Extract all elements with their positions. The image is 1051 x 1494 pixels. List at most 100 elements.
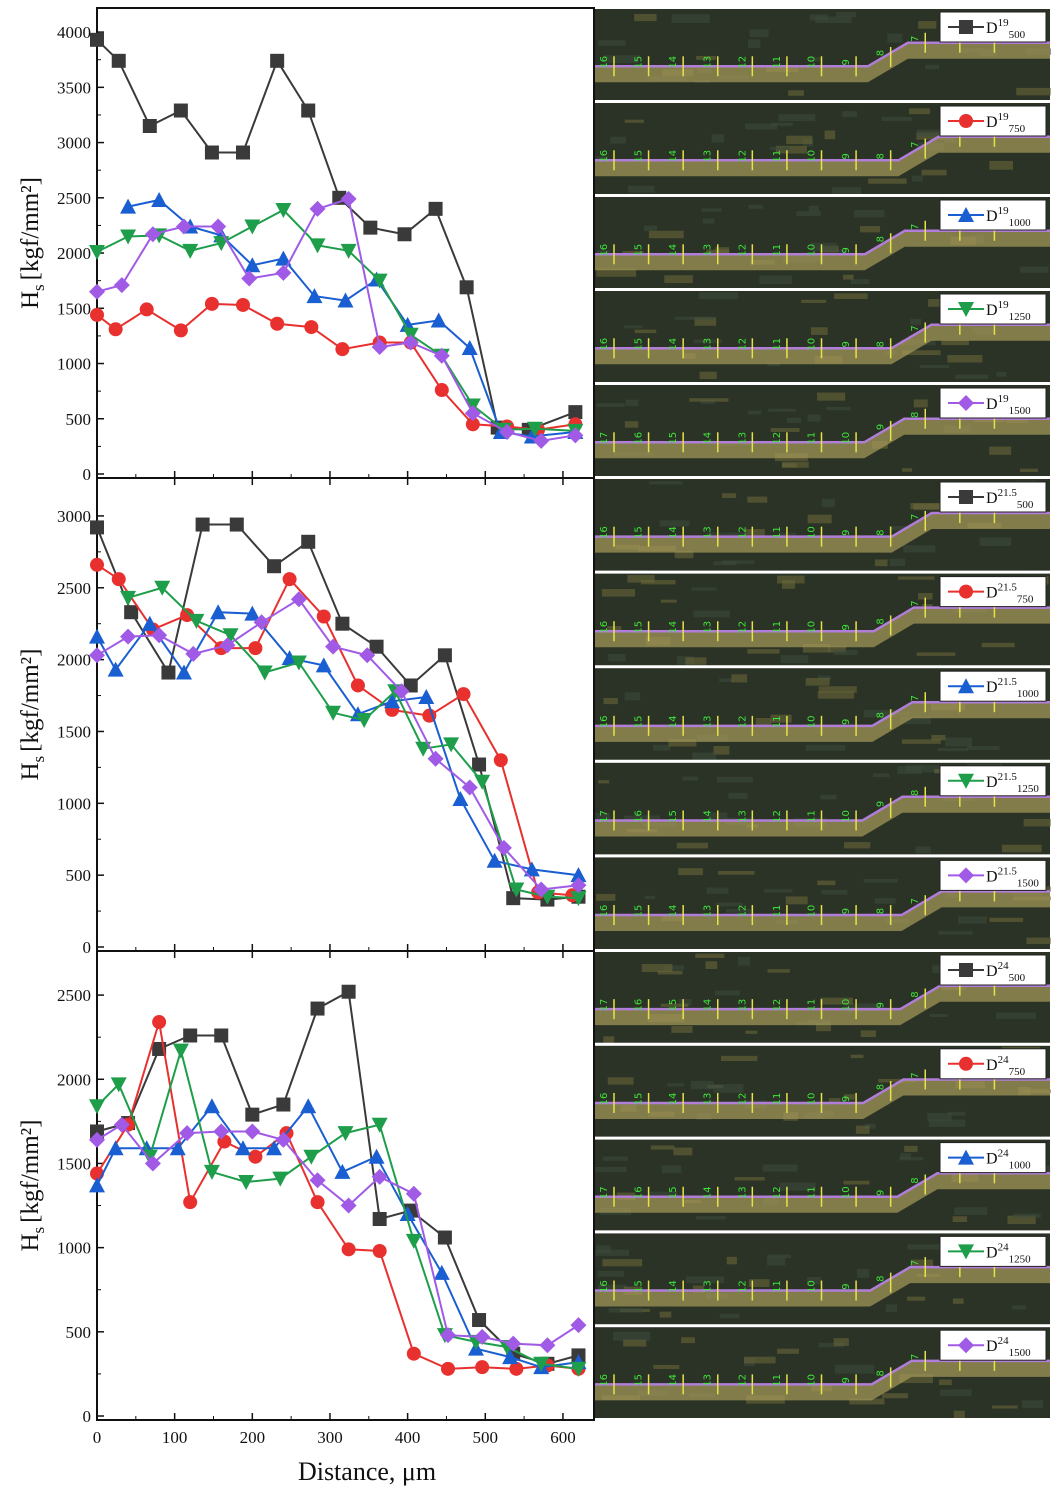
plot-frame (96, 7, 595, 479)
micrograph-texture (659, 520, 690, 527)
micrograph-texture (759, 275, 792, 285)
data-point (369, 639, 384, 654)
micrograph-texture (745, 123, 778, 130)
micrograph-texture (744, 529, 765, 538)
micrograph-texture (832, 187, 862, 196)
micrograph-texture (966, 746, 1000, 750)
data-point (337, 292, 354, 308)
y-tick-label: 1000 (57, 794, 91, 813)
data-point (430, 312, 447, 328)
micrograph-texture (809, 14, 829, 21)
micrograph-texture (954, 1207, 988, 1215)
micrograph-tick-label: 14 (668, 150, 679, 163)
micrograph-texture (907, 1244, 945, 1250)
data-point (502, 1349, 519, 1365)
micrograph-texture (782, 580, 796, 589)
legend-label: D241250 (986, 1241, 1031, 1265)
micrograph-11: 17161514131211109876D24500 (595, 952, 1050, 1045)
data-point (533, 432, 550, 449)
micrograph-tick-label: 12 (737, 244, 748, 257)
micrograph-texture (721, 532, 748, 539)
micrograph-texture (843, 1180, 870, 1185)
legend-label-sub: 1000 (1017, 688, 1040, 700)
micrograph-9: 17161514131211109876D21.51250 (595, 762, 1051, 857)
micrograph-tick-label: 10 (807, 905, 818, 918)
data-point (368, 1148, 385, 1164)
micrograph-texture (922, 604, 933, 609)
y-axis-label-sub: s (29, 756, 48, 763)
data-point (244, 1123, 261, 1140)
data-point (203, 1098, 220, 1114)
micrograph-texture (627, 575, 655, 583)
data-point (472, 1313, 487, 1328)
data-point (183, 1028, 198, 1043)
micrograph-tick-label: 13 (703, 1093, 714, 1106)
micrograph-texture (897, 576, 935, 580)
micrograph-texture (777, 1348, 799, 1354)
micrograph-texture (786, 135, 813, 145)
micrograph-texture (607, 1077, 634, 1085)
y-tick-label: 1000 (57, 355, 91, 374)
data-point (213, 1123, 230, 1140)
micrograph-tick-label: 12 (737, 905, 748, 918)
micrograph-tick-label: 8 (876, 1084, 887, 1090)
micrograph-texture (640, 579, 676, 585)
x-tick-label: 200 (240, 1428, 266, 1447)
micrograph-texture (996, 371, 1007, 377)
micrograph-tick-label: 10 (807, 715, 818, 728)
data-point (275, 250, 292, 266)
legend-label: D19500 (986, 17, 1026, 41)
micrograph-tick-label: 10 (807, 244, 818, 257)
legend-label: D241000 (986, 1148, 1031, 1172)
micrograph-tick-label: 7 (910, 514, 921, 520)
data-point (111, 53, 126, 68)
data-point (214, 1028, 229, 1043)
micrograph-texture (897, 766, 922, 774)
data-point (415, 741, 432, 757)
y-tick-label: 2000 (57, 651, 91, 670)
micrograph-4: 1615141312111098765D191250 (595, 291, 1050, 384)
series-line (127, 586, 579, 900)
micrograph-indent-line (595, 417, 1050, 444)
micrograph-texture (747, 496, 768, 503)
data-point (244, 257, 261, 273)
micrograph-indent-line (595, 229, 1050, 256)
data-point (248, 1149, 263, 1164)
data-point (405, 1233, 422, 1249)
micrograph-surface-layer (595, 418, 1050, 459)
data-point (90, 32, 104, 47)
data-point (270, 316, 285, 331)
micrograph-texture (781, 463, 797, 468)
data-point (267, 559, 282, 574)
legend-label-sub: 1250 (1009, 311, 1032, 323)
micrograph-texture (931, 734, 946, 741)
data-point (418, 688, 435, 704)
data-point (144, 226, 161, 243)
micrograph-tick-label: 16 (599, 56, 610, 69)
micrograph-tick-label: 12 (737, 526, 748, 539)
data-point (570, 877, 587, 894)
legend-label-base: D (986, 774, 998, 791)
micrograph-tick-label: 11 (772, 905, 783, 918)
micrograph-texture (808, 57, 822, 62)
data-point (276, 1097, 291, 1112)
data-point (306, 288, 323, 304)
data-point (539, 1337, 556, 1354)
micrograph-texture (802, 643, 831, 653)
data-point (325, 638, 342, 655)
micrograph-tick-label: 15 (634, 715, 645, 728)
micrograph-texture (779, 1182, 816, 1191)
micrograph-tick-label: 7 (910, 224, 921, 230)
legend-label-sub: 500 (1009, 29, 1026, 41)
series-1250 (120, 580, 587, 907)
micrograph-texture (627, 185, 655, 193)
micrograph-texture (623, 815, 661, 821)
micrograph-tick-label: 15 (634, 621, 645, 634)
micrograph-tick-label: 13 (703, 905, 714, 918)
micrograph-tick-label: 9 (841, 1096, 852, 1102)
series-750 (90, 1015, 586, 1376)
micrograph-texture (928, 1119, 966, 1127)
data-point (89, 244, 105, 260)
micrograph-texture (855, 1125, 870, 1134)
micrograph-texture (767, 362, 781, 367)
